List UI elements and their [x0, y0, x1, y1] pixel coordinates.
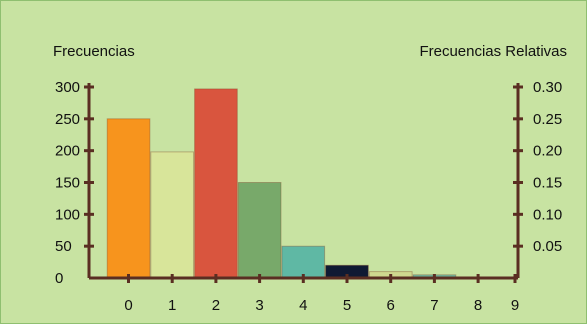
left-tick-label-50: 50 — [55, 238, 72, 255]
bar-1 — [150, 151, 195, 279]
bar-4 — [281, 245, 326, 279]
x-tick-label-9: 9 — [511, 297, 519, 314]
left-tick-label-0: 0 — [55, 270, 63, 287]
x-tick-label-6: 6 — [387, 297, 395, 314]
bar-2 — [194, 88, 238, 279]
x-tick-label-5: 5 — [343, 297, 351, 314]
left-tick-label-250: 250 — [55, 111, 80, 128]
right-tick-label-0.15: 0.15 — [533, 175, 562, 192]
x-tick-label-1: 1 — [168, 297, 176, 314]
left-tick-label-150: 150 — [55, 175, 80, 192]
bar-0 — [106, 118, 151, 279]
left-axis-title: Frecuencias — [53, 43, 135, 60]
left-tick-label-200: 200 — [55, 143, 80, 160]
left-tick-label-300: 300 — [55, 79, 80, 96]
right-tick-label-0.30: 0.30 — [533, 79, 562, 96]
labels-group: 0501001502002503000.050.100.150.200.250.… — [55, 79, 562, 314]
bar-3 — [237, 182, 282, 279]
axes-group — [84, 83, 523, 283]
x-tick-label-3: 3 — [255, 297, 263, 314]
right-tick-label-0.20: 0.20 — [533, 143, 562, 160]
left-tick-label-100: 100 — [55, 206, 80, 223]
right-axis-title: Frecuencias Relativas — [419, 43, 567, 60]
right-tick-label-0.25: 0.25 — [533, 111, 562, 128]
right-tick-label-0.10: 0.10 — [533, 206, 562, 223]
x-tick-label-4: 4 — [299, 297, 307, 314]
x-tick-label-8: 8 — [474, 297, 482, 314]
x-tick-label-0: 0 — [124, 297, 132, 314]
x-tick-label-7: 7 — [430, 297, 438, 314]
right-tick-label-0.05: 0.05 — [533, 238, 562, 255]
x-tick-label-2: 2 — [212, 297, 220, 314]
bars-group — [106, 88, 457, 279]
